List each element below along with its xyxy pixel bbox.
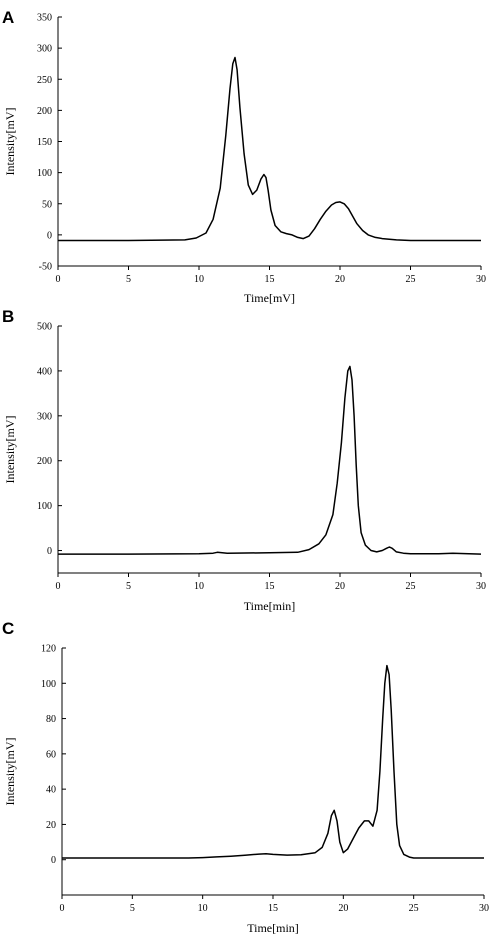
x-tick-label: 0 xyxy=(56,581,61,592)
x-tick-label: 20 xyxy=(338,903,348,914)
y-tick-label: 350 xyxy=(37,13,52,24)
x-tick-label: 15 xyxy=(265,274,275,285)
x-tick-label: 25 xyxy=(406,581,416,592)
x-tick-label: 15 xyxy=(265,581,275,592)
x-axis-title: Time[min] xyxy=(244,599,296,613)
x-tick-label: 10 xyxy=(194,274,204,285)
y-tick-label: 0 xyxy=(47,230,52,241)
x-tick-label: 30 xyxy=(479,903,489,914)
y-tick-label: 200 xyxy=(37,106,52,117)
x-tick-label: 30 xyxy=(476,274,486,285)
panel-label: A xyxy=(2,8,14,27)
y-tick-label: 400 xyxy=(37,366,52,377)
y-tick-label: 100 xyxy=(41,679,56,690)
x-axis-title: Time[mV] xyxy=(244,291,295,305)
y-tick-label: 150 xyxy=(37,137,52,148)
y-tick-label: 300 xyxy=(37,44,52,55)
x-tick-label: 25 xyxy=(406,274,416,285)
x-tick-label: 25 xyxy=(409,903,419,914)
y-tick-label: 100 xyxy=(37,501,52,512)
y-tick-label: 20 xyxy=(46,820,56,831)
y-axis-title: Intensity[mV] xyxy=(3,738,17,806)
y-tick-label: 80 xyxy=(46,714,56,725)
y-tick-label: 60 xyxy=(46,749,56,760)
panel-label: C xyxy=(2,619,14,638)
x-tick-label: 0 xyxy=(56,274,61,285)
y-tick-label: 500 xyxy=(37,322,52,333)
y-tick-label: 120 xyxy=(41,644,56,655)
x-axis-title: Time[min] xyxy=(247,921,299,935)
x-tick-label: 0 xyxy=(60,903,65,914)
chromatogram-trace xyxy=(58,56,481,242)
x-tick-label: 10 xyxy=(194,581,204,592)
y-tick-label: 300 xyxy=(37,411,52,422)
y-tick-label: 250 xyxy=(37,75,52,86)
x-tick-label: 20 xyxy=(335,274,345,285)
y-tick-label: 40 xyxy=(46,785,56,796)
x-tick-label: 15 xyxy=(268,903,278,914)
x-tick-label: 20 xyxy=(335,581,345,592)
y-axis-title: Intensity[mV] xyxy=(3,416,17,484)
y-axis-title: Intensity[mV] xyxy=(3,108,17,176)
chart-panel-c: C 0 20 40 60 80 100 120 0 5 10 15 20 25 30 Time[min] Int… xyxy=(2,619,489,935)
y-tick-label: 100 xyxy=(37,168,52,179)
chart-panel-a: A -50 0 50 100 150 200 250 300 350 0 5 10 15 20 25 30 Tim… xyxy=(2,8,486,305)
y-tick-label: 200 xyxy=(37,456,52,467)
chart-panel-b: B 0 100 200 300 400 500 0 5 10 15 20 25 30 Time[min] In… xyxy=(2,307,486,613)
y-tick-label: 0 xyxy=(47,546,52,557)
panel-label: B xyxy=(2,307,14,326)
chromatogram-trace xyxy=(62,664,484,859)
y-tick-label: -50 xyxy=(39,262,52,273)
x-tick-label: 5 xyxy=(130,903,135,914)
x-tick-label: 30 xyxy=(476,581,486,592)
x-tick-label: 5 xyxy=(126,274,131,285)
y-tick-label: 50 xyxy=(42,199,52,210)
y-tick-label: 0 xyxy=(51,855,56,866)
x-tick-label: 5 xyxy=(126,581,131,592)
chromatogram-trace xyxy=(58,365,482,555)
x-tick-label: 10 xyxy=(198,903,208,914)
